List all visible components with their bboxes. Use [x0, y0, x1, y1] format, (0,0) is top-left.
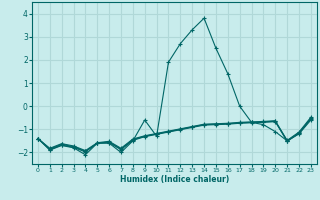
X-axis label: Humidex (Indice chaleur): Humidex (Indice chaleur)	[120, 175, 229, 184]
